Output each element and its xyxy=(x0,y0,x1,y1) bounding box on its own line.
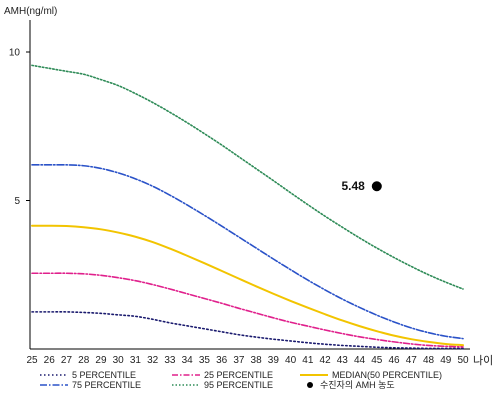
x-tick-label: 33 xyxy=(164,355,176,366)
y-axis-title: AMH(ng/ml) xyxy=(4,6,57,17)
x-tick-label: 45 xyxy=(371,355,383,366)
series-95th-percentile xyxy=(31,64,464,290)
x-tick-label: 36 xyxy=(216,355,228,366)
series-25th-percentile xyxy=(31,272,464,348)
patient-amh-point xyxy=(371,181,382,192)
legend-label: 5 PERCENTILE xyxy=(72,370,136,380)
legend-swatch-patient-point xyxy=(307,382,313,388)
legend-label: 95 PERCENTILE xyxy=(204,380,273,390)
series-5th-percentile xyxy=(31,311,464,350)
x-tick-label: 25 xyxy=(26,355,38,366)
x-tick-label: 48 xyxy=(423,355,435,366)
y-tick-label: 10 xyxy=(9,48,21,59)
x-tick-label: 41 xyxy=(302,355,314,366)
x-tick-label: 34 xyxy=(182,355,194,366)
patient-point-layer: 5.48 xyxy=(341,179,382,193)
x-tick-label: 29 xyxy=(95,355,107,366)
series-75th-percentile xyxy=(31,163,464,340)
x-tick-label: 32 xyxy=(147,355,159,366)
legend-label: 75 PERCENTILE xyxy=(72,380,141,390)
axes xyxy=(29,20,470,350)
x-ticks: 25 26 27 28 29 30 31 32 33 34 35 36 37 38 39 40 41 42 43 44… xyxy=(26,355,469,366)
x-tick-label: 43 xyxy=(337,355,349,366)
y-ticks: 5 10 xyxy=(9,48,30,207)
x-tick-label: 42 xyxy=(320,355,332,366)
x-tick-label: 40 xyxy=(285,355,297,366)
patient-amh-value-label: 5.48 xyxy=(341,179,365,193)
x-tick-label: 31 xyxy=(130,355,142,366)
x-axis-unit: 나이 xyxy=(473,354,493,367)
x-tick-label: 27 xyxy=(61,355,73,366)
x-tick-label: 30 xyxy=(113,355,125,366)
x-tick-label: 28 xyxy=(78,355,90,366)
x-tick-label: 44 xyxy=(354,355,366,366)
x-tick-label: 46 xyxy=(388,355,400,366)
legend: 5 PERCENTILE 25 PERCENTILE MEDIAN(50 PERCE… xyxy=(40,370,442,390)
x-tick-label: 50 xyxy=(457,355,469,366)
series-median xyxy=(31,224,464,347)
x-tick-label: 37 xyxy=(233,355,245,366)
legend-label: MEDIAN(50 PERCENTILE) xyxy=(332,370,442,380)
x-tick-label: 47 xyxy=(406,355,418,366)
series-lines xyxy=(31,64,464,350)
x-tick-label: 49 xyxy=(440,355,452,366)
y-tick-label: 5 xyxy=(14,196,20,207)
x-tick-label: 39 xyxy=(268,355,280,366)
x-tick-label: 38 xyxy=(251,355,263,366)
legend-label: 수진자의 AMH 농도 xyxy=(320,380,395,390)
legend-label: 25 PERCENTILE xyxy=(204,370,273,380)
x-tick-label: 26 xyxy=(44,355,56,366)
x-tick-label: 35 xyxy=(199,355,211,366)
